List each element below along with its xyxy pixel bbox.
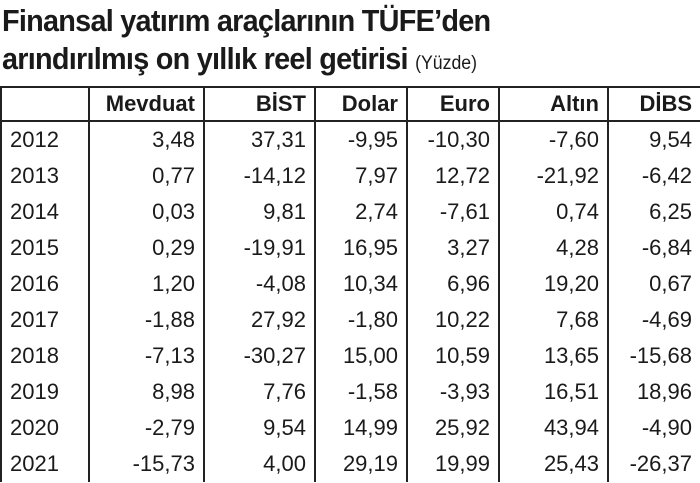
table-row: 2017 -1,88 27,92 -1,80 10,22 7,68 -4,69 xyxy=(0,302,700,338)
column-header: Mevduat xyxy=(88,86,205,122)
table-row: 2016 1,20 -4,08 10,34 6,96 19,20 0,67 xyxy=(0,266,700,302)
header-row: Mevduat BİST Dolar Euro Altın DİBS xyxy=(0,86,700,122)
value-cell: -3,93 xyxy=(406,374,500,410)
value-cell: -1,88 xyxy=(88,302,205,338)
value-cell: 10,34 xyxy=(314,266,408,302)
table-body: 2012 3,48 37,31 -9,95 -10,30 -7,60 9,54 2013 0,7… xyxy=(0,121,700,482)
value-cell: 0,77 xyxy=(88,158,205,194)
value-cell: 0,29 xyxy=(88,230,205,266)
value-cell: 37,31 xyxy=(203,121,316,158)
year-cell: 2019 xyxy=(0,374,90,410)
value-cell: 14,99 xyxy=(314,410,408,446)
value-cell: 13,65 xyxy=(498,338,609,374)
value-cell: 9,54 xyxy=(203,410,316,446)
value-cell: -30,27 xyxy=(203,338,316,374)
value-cell: 19,20 xyxy=(498,266,609,302)
year-cell: 2018 xyxy=(0,338,90,374)
value-cell: 9,54 xyxy=(607,121,700,158)
year-cell: 2012 xyxy=(0,121,90,158)
year-cell: 2015 xyxy=(0,230,90,266)
value-cell: 7,68 xyxy=(498,302,609,338)
value-cell: 2,74 xyxy=(314,194,408,230)
value-cell: -7,61 xyxy=(406,194,500,230)
value-cell: 27,92 xyxy=(203,302,316,338)
value-cell: 0,67 xyxy=(607,266,700,302)
value-cell: 10,59 xyxy=(406,338,500,374)
title-text: arındırılmış on yıllık reel getirisi xyxy=(2,41,409,76)
returns-table: Mevduat BİST Dolar Euro Altın DİBS 2012 3,48 37… xyxy=(0,86,700,482)
column-header: Altın xyxy=(498,86,609,122)
value-cell: -6,84 xyxy=(607,230,700,266)
value-cell: -15,73 xyxy=(88,446,205,482)
corner-cell xyxy=(0,86,90,122)
unit: (Yüzde) xyxy=(415,53,477,74)
value-cell: -1,58 xyxy=(314,374,408,410)
value-cell: 19,99 xyxy=(406,446,500,482)
year-cell: 2016 xyxy=(0,266,90,302)
value-cell: -26,37 xyxy=(607,446,700,482)
table-row: 2015 0,29 -19,91 16,95 3,27 4,28 -6,84 xyxy=(0,230,700,266)
table-row: 2019 8,98 7,76 -1,58 -3,93 16,51 18,96 xyxy=(0,374,700,410)
title-line: Finansal yatırım araçlarının TÜFE’den xyxy=(2,3,491,38)
value-cell: -7,13 xyxy=(88,338,205,374)
table-row: 2012 3,48 37,31 -9,95 -10,30 -7,60 9,54 xyxy=(0,121,700,158)
year-cell: 2013 xyxy=(0,158,90,194)
value-cell: 1,20 xyxy=(88,266,205,302)
title-block: Finansal yatırım araçlarının TÜFE’den ar… xyxy=(0,0,700,86)
value-cell: -10,30 xyxy=(406,121,500,158)
value-cell: -4,90 xyxy=(607,410,700,446)
value-cell: 7,97 xyxy=(314,158,408,194)
column-header: Dolar xyxy=(314,86,408,122)
table-row: 2014 0,03 9,81 2,74 -7,61 0,74 6,25 xyxy=(0,194,700,230)
value-cell: 25,43 xyxy=(498,446,609,482)
value-cell: 16,95 xyxy=(314,230,408,266)
column-header: Euro xyxy=(406,86,500,122)
value-cell: -6,42 xyxy=(607,158,700,194)
table-row: 2021 -15,73 4,00 29,19 19,99 25,43 -26,37 xyxy=(0,446,700,482)
table-row: 2020 -2,79 9,54 14,99 25,92 43,94 -4,90 xyxy=(0,410,700,446)
value-cell: 9,81 xyxy=(203,194,316,230)
year-cell: 2017 xyxy=(0,302,90,338)
value-cell: 0,03 xyxy=(88,194,205,230)
value-cell: 3,27 xyxy=(406,230,500,266)
value-cell: 18,96 xyxy=(607,374,700,410)
year-cell: 2021 xyxy=(0,446,90,482)
value-cell: 43,94 xyxy=(498,410,609,446)
value-cell: -19,91 xyxy=(203,230,316,266)
value-cell: 8,98 xyxy=(88,374,205,410)
value-cell: -21,92 xyxy=(498,158,609,194)
value-cell: 6,96 xyxy=(406,266,500,302)
title-line: arındırılmış on yıllık reel getirisi (Yü… xyxy=(2,40,651,83)
value-cell: -2,79 xyxy=(88,410,205,446)
value-cell: -7,60 xyxy=(498,121,609,158)
value-cell: -9,95 xyxy=(314,121,408,158)
value-cell: 12,72 xyxy=(406,158,500,194)
value-cell: 16,51 xyxy=(498,374,609,410)
value-cell: 15,00 xyxy=(314,338,408,374)
value-cell: 7,76 xyxy=(203,374,316,410)
column-header: BİST xyxy=(203,86,316,122)
value-cell: 0,74 xyxy=(498,194,609,230)
table-row: 2018 -7,13 -30,27 15,00 10,59 13,65 -15,68 xyxy=(0,338,700,374)
value-cell: 4,00 xyxy=(203,446,316,482)
value-cell: 6,25 xyxy=(607,194,700,230)
table-row: 2013 0,77 -14,12 7,97 12,72 -21,92 -6,42 xyxy=(0,158,700,194)
value-cell: -4,08 xyxy=(203,266,316,302)
value-cell: -1,80 xyxy=(314,302,408,338)
value-cell: 29,19 xyxy=(314,446,408,482)
year-cell: 2020 xyxy=(0,410,90,446)
value-cell: -14,12 xyxy=(203,158,316,194)
value-cell: -15,68 xyxy=(607,338,700,374)
value-cell: 4,28 xyxy=(498,230,609,266)
value-cell: 10,22 xyxy=(406,302,500,338)
year-cell: 2014 xyxy=(0,194,90,230)
value-cell: -4,69 xyxy=(607,302,700,338)
value-cell: 25,92 xyxy=(406,410,500,446)
column-header: DİBS xyxy=(607,86,700,122)
value-cell: 3,48 xyxy=(88,121,205,158)
